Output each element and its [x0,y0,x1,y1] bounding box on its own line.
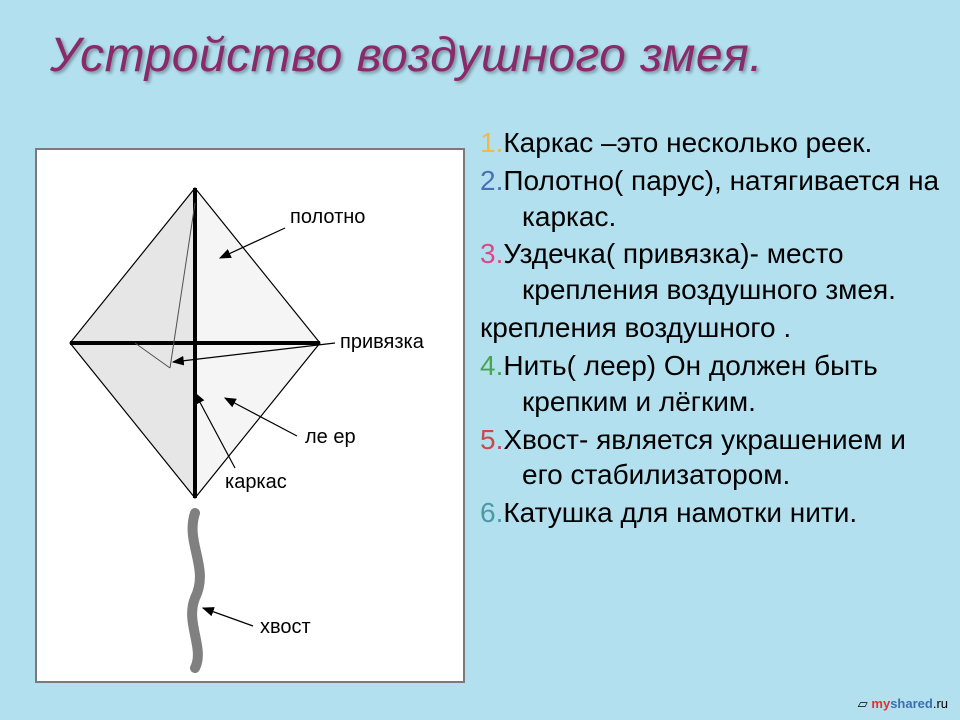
list-item-4: 4.Нить( леер) Он должен быть крепким и л… [480,348,940,420]
watermark-logo: ▱ myshared.ru [858,696,948,712]
item-term: Каркас [503,127,593,158]
item-term: Хвост [503,424,579,455]
slide-title: Устройство воздушного змея. [50,28,763,83]
item-num: 4. [480,350,503,381]
item-rest: ( леер) Он должен быть крепким и лёгким. [522,350,878,417]
list-item-5: 5.Хвост- является украшением и его стаби… [480,422,940,494]
item-num: 6. [480,497,503,528]
item-rest: для намотки нити. [613,497,857,528]
logo-my: my [871,696,890,711]
diagram-label: хвост [260,616,311,638]
list-item-6: 6.Катушка для намотки нити. [480,495,940,531]
list-item-1: 1.Каркас –это несколько реек. [480,125,940,161]
item-term: Полотно [503,165,614,196]
item-rest: - является украшением и его стабилизатор… [522,424,906,491]
description-list: 1.Каркас –это несколько реек. 2.Полотно(… [480,125,940,533]
logo-shared: shared [890,696,933,711]
item-rest: –это несколько реек. [593,127,872,158]
item-term: Уздечка [503,238,605,269]
logo-ru: .ru [933,696,948,711]
item-term: Нить [503,350,566,381]
item-plain: крепления воздушного . [480,312,791,343]
item-num: 5. [480,424,503,455]
title-text: Устройство воздушного змея [50,29,749,82]
list-item-2: 2.Полотно( парус), натягивается на карка… [480,163,940,235]
item-term: Катушка [503,497,612,528]
diagram-label: ле ер [305,426,356,448]
diagram-label: полотно [290,206,365,228]
kite-diagram: полотно привязка ле ер каркас хвост [35,148,465,683]
list-item-3: 3.Уздечка( привязка)- место крепления во… [480,236,940,308]
logo-icon: ▱ [858,696,872,711]
diagram-label: привязка [340,331,425,353]
list-item-3b: крепления воздушного . [480,310,940,346]
kite-svg: полотно привязка ле ер каркас хвост [35,148,465,683]
item-num: 3. [480,238,503,269]
item-num: 2. [480,165,503,196]
title-dot: . [749,29,763,82]
item-num: 1. [480,127,503,158]
slide: Устройство воздушного змея. [0,0,960,720]
diagram-label: каркас [225,471,287,493]
